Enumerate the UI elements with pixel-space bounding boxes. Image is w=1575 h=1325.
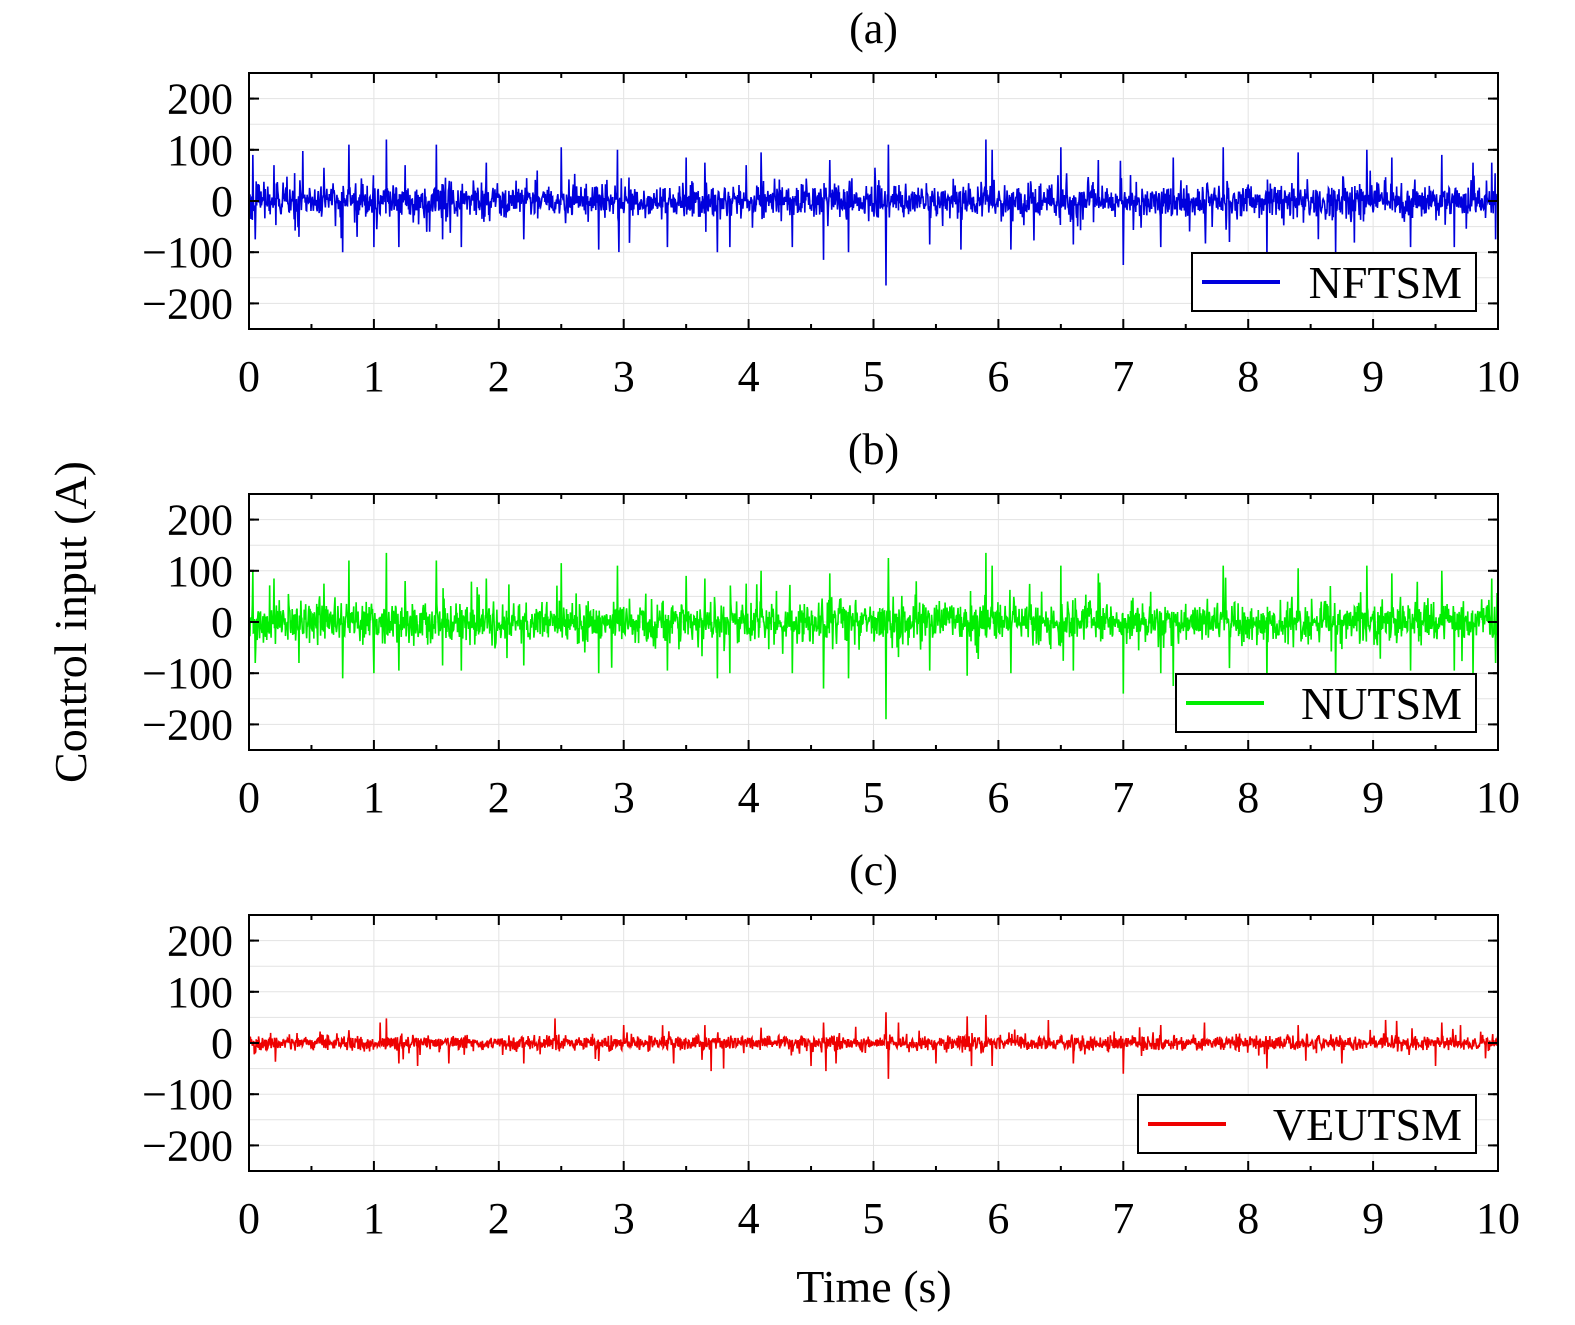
y-tick-label: −100 <box>142 228 233 277</box>
x-tick-label: 6 <box>987 1194 1009 1243</box>
y-tick-label: −100 <box>142 1070 233 1119</box>
y-tick-label: 200 <box>167 496 233 545</box>
x-tick-label: 4 <box>738 773 760 822</box>
x-tick-label: 9 <box>1362 1194 1384 1243</box>
x-tick-label: 6 <box>987 352 1009 401</box>
x-tick-label: 0 <box>238 1194 260 1243</box>
legend-label: VEUTSM <box>1273 1099 1462 1150</box>
y-tick-label: −100 <box>142 649 233 698</box>
y-tick-label: −200 <box>142 1121 233 1170</box>
x-tick-label: 7 <box>1112 352 1134 401</box>
x-tick-label: 8 <box>1237 352 1259 401</box>
legend-label: NUTSM <box>1301 678 1462 729</box>
panel-title: (b) <box>848 425 899 474</box>
y-tick-label: −200 <box>142 700 233 749</box>
x-tick-label: 5 <box>863 773 885 822</box>
x-tick-label: 2 <box>488 352 510 401</box>
x-tick-label: 3 <box>613 1194 635 1243</box>
x-tick-label: 4 <box>738 1194 760 1243</box>
y-tick-label: 100 <box>167 968 233 1017</box>
x-tick-label: 2 <box>488 1194 510 1243</box>
series-line-NUTSM <box>249 552 1498 720</box>
legend-label: NFTSM <box>1309 257 1462 308</box>
series-line-NFTSM <box>249 139 1498 286</box>
x-tick-label: 8 <box>1237 1194 1259 1243</box>
y-tick-label: −200 <box>142 279 233 328</box>
x-tick-label: 9 <box>1362 352 1384 401</box>
panel-title: (a) <box>849 4 898 53</box>
y-axis-label: Control input (A) <box>45 461 96 783</box>
x-tick-label: 1 <box>363 352 385 401</box>
y-tick-label: 100 <box>167 126 233 175</box>
x-tick-label: 10 <box>1476 773 1520 822</box>
y-tick-label: 0 <box>211 598 233 647</box>
x-tick-label: 4 <box>738 352 760 401</box>
x-axis-label: Time (s) <box>796 1261 952 1312</box>
x-tick-label: 2 <box>488 773 510 822</box>
x-tick-label: 3 <box>613 352 635 401</box>
y-tick-label: 100 <box>167 547 233 596</box>
x-tick-label: 0 <box>238 773 260 822</box>
x-tick-label: 10 <box>1476 1194 1520 1243</box>
legend: NUTSM <box>1175 673 1477 733</box>
panel-title: (c) <box>849 846 898 895</box>
y-tick-label: 0 <box>211 1019 233 1068</box>
x-tick-label: 7 <box>1112 1194 1134 1243</box>
x-tick-label: 1 <box>363 773 385 822</box>
x-tick-label: 6 <box>987 773 1009 822</box>
y-tick-label: 200 <box>167 917 233 966</box>
x-tick-label: 3 <box>613 773 635 822</box>
legend: VEUTSM <box>1137 1094 1477 1154</box>
y-tick-label: 0 <box>211 177 233 226</box>
legend: NFTSM <box>1191 252 1477 312</box>
x-tick-label: 7 <box>1112 773 1134 822</box>
y-tick-label: 200 <box>167 75 233 124</box>
x-tick-label: 9 <box>1362 773 1384 822</box>
x-tick-label: 10 <box>1476 352 1520 401</box>
x-tick-label: 5 <box>863 352 885 401</box>
x-tick-label: 0 <box>238 352 260 401</box>
x-tick-label: 5 <box>863 1194 885 1243</box>
x-tick-label: 1 <box>363 1194 385 1243</box>
x-tick-label: 8 <box>1237 773 1259 822</box>
series-line-VEUTSM <box>249 1012 1498 1079</box>
